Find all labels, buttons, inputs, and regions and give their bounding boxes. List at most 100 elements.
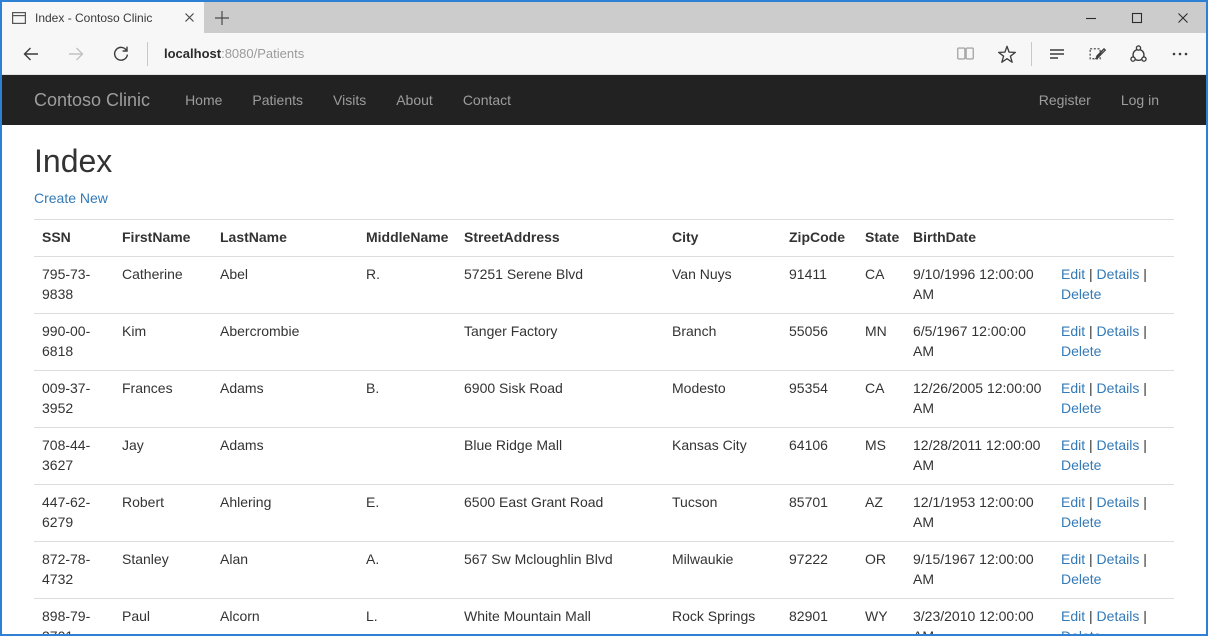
maximize-icon[interactable]	[1114, 2, 1160, 33]
refresh-icon[interactable]	[98, 36, 143, 72]
edit-link[interactable]: Edit	[1061, 436, 1086, 453]
col-zipcode: ZipCode	[781, 219, 857, 257]
col-firstname: FirstName	[114, 219, 212, 257]
main-nav: Home Patients Visits About Contact	[170, 75, 526, 125]
details-link[interactable]: Details	[1096, 265, 1140, 282]
delete-link[interactable]: Delete	[1061, 570, 1102, 587]
cell-middlename	[358, 313, 456, 371]
toolbar-divider	[147, 41, 148, 66]
close-icon[interactable]	[1160, 2, 1206, 33]
brand-link[interactable]: Contoso Clinic	[34, 89, 151, 110]
action-separator: |	[1085, 322, 1097, 339]
col-ssn: SSN	[34, 219, 114, 257]
favorites-star-icon[interactable]	[986, 36, 1027, 72]
edit-link[interactable]: Edit	[1061, 550, 1086, 567]
details-link[interactable]: Details	[1096, 379, 1140, 396]
action-separator: |	[1139, 265, 1147, 282]
cell-middlename	[358, 427, 456, 485]
url-path: :8080/Patients	[221, 46, 305, 61]
cell-city: Rock Springs	[664, 598, 781, 634]
cell-birthdate: 12/1/1953 12:00:00 AM	[905, 484, 1053, 542]
cell-ssn: 447-62-6279	[34, 484, 114, 542]
edit-link[interactable]: Edit	[1061, 493, 1086, 510]
details-link[interactable]: Details	[1096, 607, 1140, 624]
cell-firstname: Catherine	[114, 256, 212, 314]
delete-link[interactable]: Delete	[1061, 399, 1102, 416]
details-link[interactable]: Details	[1096, 436, 1140, 453]
web-note-icon[interactable]	[1077, 36, 1118, 72]
cell-city: Kansas City	[664, 427, 781, 485]
cell-ssn: 872-78-4732	[34, 541, 114, 599]
nav-item-register[interactable]: Register	[1038, 92, 1091, 108]
page-title: Index	[34, 143, 113, 179]
patients-table-body: 795-73-9838 Catherine Abel R. 57251 Sere…	[34, 256, 1174, 634]
cell-state: AZ	[857, 484, 905, 542]
new-tab-icon[interactable]	[204, 2, 240, 33]
cell-city: Modesto	[664, 370, 781, 428]
nav-item-login[interactable]: Log in	[1120, 92, 1159, 108]
delete-link[interactable]: Delete	[1061, 513, 1102, 530]
cell-actions: Edit | Details | Delete	[1053, 541, 1174, 599]
cell-state: CA	[857, 256, 905, 314]
cell-ssn: 990-00-6818	[34, 313, 114, 371]
minimize-icon[interactable]	[1068, 2, 1114, 33]
cell-zipcode: 95354	[781, 370, 857, 428]
edit-link[interactable]: Edit	[1061, 265, 1086, 282]
cell-lastname: Abel	[212, 256, 358, 314]
cell-state: CA	[857, 370, 905, 428]
cell-zipcode: 91411	[781, 256, 857, 314]
table-row: 447-62-6279 Robert Ahlering E. 6500 East…	[34, 484, 1174, 542]
action-separator: |	[1085, 550, 1097, 567]
delete-link[interactable]: Delete	[1061, 628, 1101, 634]
details-link[interactable]: Details	[1096, 322, 1140, 339]
table-header-row: SSN FirstName LastName MiddleName Street…	[34, 219, 1174, 257]
cell-middlename: E.	[358, 484, 456, 542]
cell-actions: Edit | Details | Delete	[1053, 484, 1174, 542]
forward-icon[interactable]	[53, 36, 98, 72]
back-icon[interactable]	[8, 36, 53, 72]
nav-item-home[interactable]: Home	[185, 92, 223, 108]
nav-item-contact[interactable]: Contact	[462, 92, 512, 108]
address-bar[interactable]: localhost:8080/Patients	[152, 46, 945, 61]
action-separator: |	[1085, 436, 1097, 453]
cell-firstname: Robert	[114, 484, 212, 542]
cell-middlename: L.	[358, 598, 456, 634]
nav-item-about[interactable]: About	[396, 92, 433, 108]
delete-link[interactable]: Delete	[1061, 285, 1102, 302]
cell-zipcode: 55056	[781, 313, 857, 371]
cell-streetaddress: 6900 Sisk Road	[456, 370, 664, 428]
cell-zipcode: 82901	[781, 598, 857, 634]
cell-city: Tucson	[664, 484, 781, 542]
edit-link[interactable]: Edit	[1061, 607, 1086, 624]
action-separator: |	[1085, 379, 1097, 396]
hub-icon[interactable]	[1036, 36, 1077, 72]
cell-lastname: Alcorn	[212, 598, 358, 634]
edit-link[interactable]: Edit	[1061, 379, 1086, 396]
cell-streetaddress: Tanger Factory	[456, 313, 664, 371]
cell-streetaddress: White Mountain Mall	[456, 598, 664, 634]
delete-link[interactable]: Delete	[1061, 456, 1102, 473]
details-link[interactable]: Details	[1096, 493, 1140, 510]
cell-city: Van Nuys	[664, 256, 781, 314]
cell-middlename: A.	[358, 541, 456, 599]
share-icon[interactable]	[1118, 36, 1159, 72]
nav-item-patients[interactable]: Patients	[252, 92, 304, 108]
table-row: 898-79-3701 Paul Alcorn L. White Mountai…	[34, 598, 1174, 634]
col-middlename: MiddleName	[358, 219, 456, 257]
cell-zipcode: 64106	[781, 427, 857, 485]
page-icon	[11, 10, 27, 26]
cell-firstname: Stanley	[114, 541, 212, 599]
reading-view-icon[interactable]	[945, 36, 986, 72]
cell-actions: Edit | Details | Delete	[1053, 256, 1174, 314]
cell-state: WY	[857, 598, 905, 634]
tab-close-icon[interactable]	[184, 12, 195, 23]
more-icon[interactable]	[1159, 36, 1200, 72]
create-new-link[interactable]: Create New	[34, 190, 108, 206]
cell-state: MN	[857, 313, 905, 371]
nav-item-visits[interactable]: Visits	[333, 92, 367, 108]
delete-link[interactable]: Delete	[1061, 342, 1102, 359]
cell-state: OR	[857, 541, 905, 599]
browser-tab[interactable]: Index - Contoso Clinic	[2, 2, 204, 33]
details-link[interactable]: Details	[1096, 550, 1140, 567]
edit-link[interactable]: Edit	[1061, 322, 1086, 339]
